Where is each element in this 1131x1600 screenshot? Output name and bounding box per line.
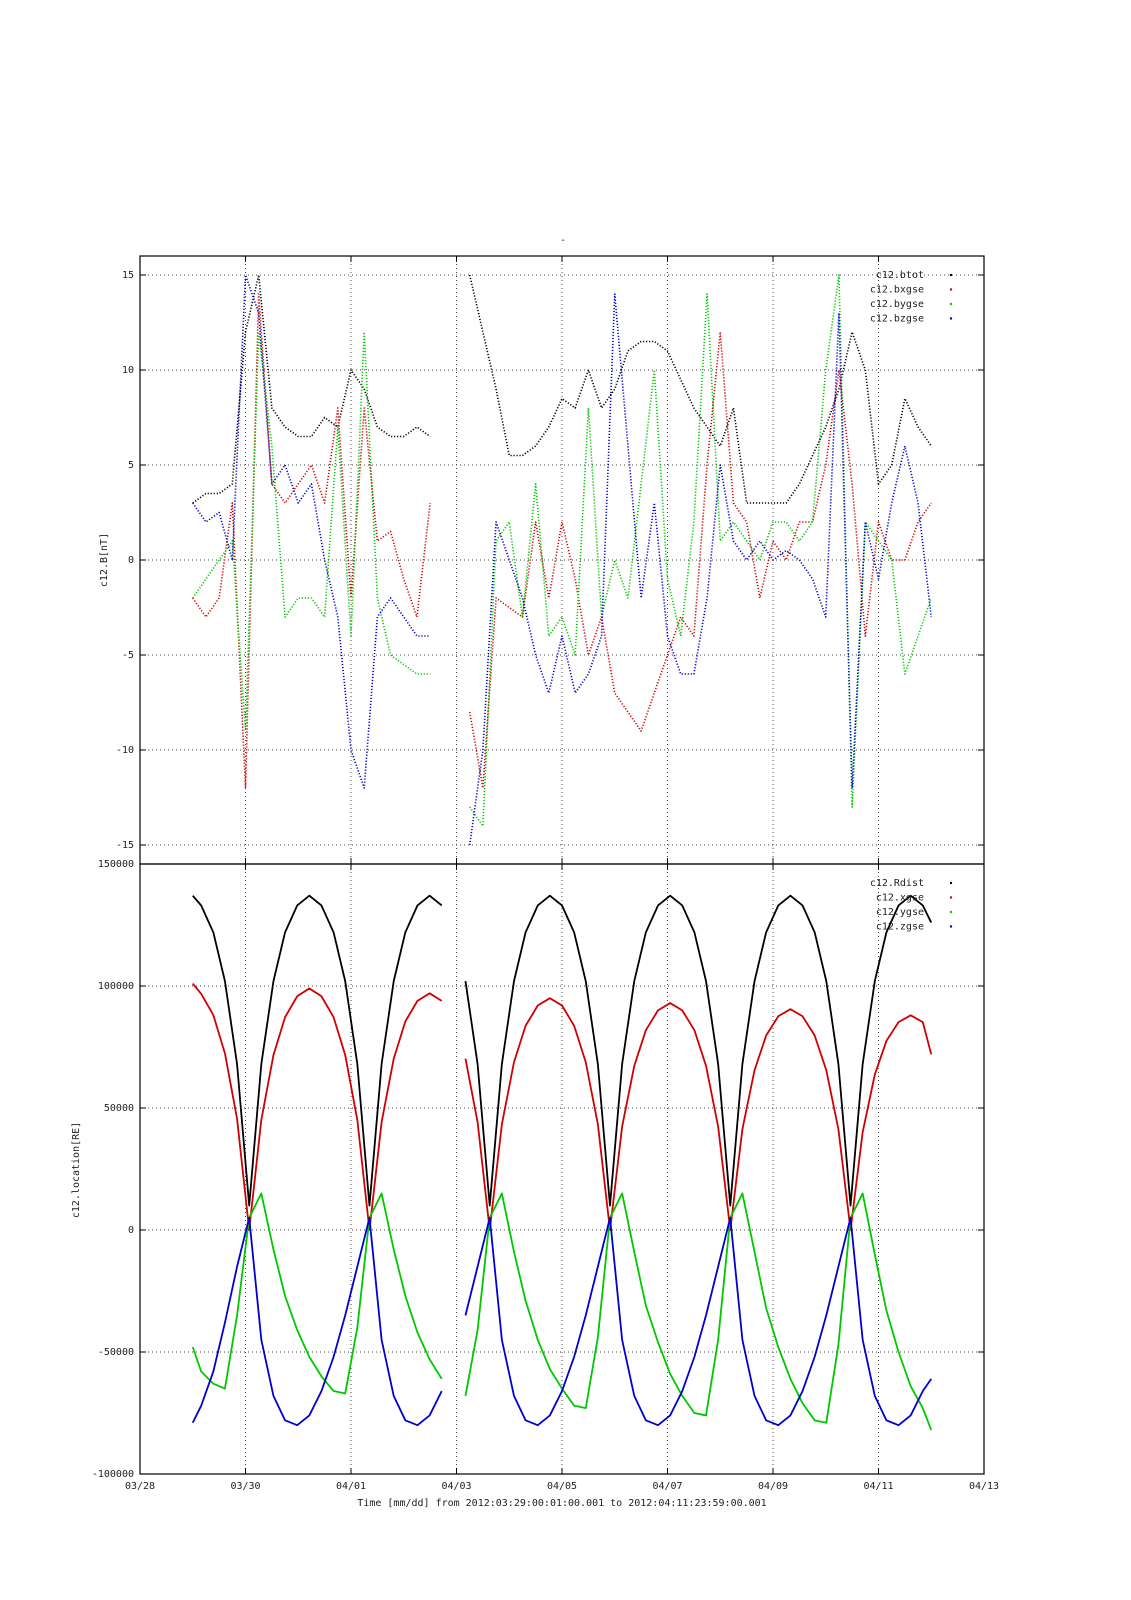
x-tick-label: 04/01 — [336, 1481, 366, 1492]
legend-label: c12.Rdist — [870, 878, 924, 889]
legend-label: c12.bxgse — [870, 285, 924, 296]
line-trace — [191, 1192, 933, 1431]
x-tick-label: 04/09 — [758, 1481, 788, 1492]
y-tick-label: 0 — [128, 1225, 134, 1236]
line-trace — [191, 1216, 932, 1427]
y-tick-label: -50000 — [98, 1347, 134, 1358]
legend-swatch — [949, 288, 953, 291]
legend-swatch — [949, 896, 953, 899]
legend-swatch — [949, 910, 953, 914]
y-tick-label: 50000 — [104, 1103, 134, 1114]
scatter-trace — [192, 293, 932, 789]
legend-swatch — [949, 317, 953, 320]
y-axis-label: c12.location[RE] — [71, 1122, 82, 1218]
y-tick-label: 10 — [122, 365, 134, 376]
y-tick-label: 0 — [128, 555, 134, 566]
x-tick-label: 03/28 — [125, 1481, 155, 1492]
x-tick-label: 04/03 — [441, 1481, 471, 1492]
y-tick-label: -5 — [122, 650, 134, 661]
y-tick-label: 15 — [122, 270, 134, 281]
legend-label: c12.bygse — [870, 299, 924, 310]
y-axis-label: c12.B[nT] — [99, 533, 110, 587]
legend-swatch — [949, 925, 953, 928]
legend-label: c12.bzgse — [870, 314, 924, 325]
x-axis-label: Time [mm/dd] from 2012:03:29:00:01:00.00… — [357, 1498, 766, 1509]
x-tick-label: 03/30 — [230, 1481, 260, 1492]
y-tick-label: 150000 — [98, 859, 134, 870]
x-tick-label: 04/11 — [863, 1481, 893, 1492]
y-tick-label: -10 — [116, 745, 134, 756]
x-tick-label: 04/13 — [969, 1481, 999, 1492]
legend-label: c12.ygse — [876, 907, 924, 918]
legend-label: c12.zgse — [876, 922, 924, 933]
line-trace — [192, 982, 933, 1231]
y-tick-label: 5 — [128, 460, 134, 471]
chart-title: - — [560, 235, 566, 246]
legend-label: c12.btot — [876, 270, 924, 281]
x-tick-label: 04/05 — [547, 1481, 577, 1492]
scatter-trace — [192, 274, 932, 504]
scatter-trace — [192, 274, 933, 846]
y-tick-label: -100000 — [92, 1469, 134, 1480]
legend-swatch — [949, 881, 953, 885]
legend-swatch — [949, 273, 953, 277]
plot-frame — [139, 863, 985, 1475]
scatter-trace — [192, 274, 933, 827]
y-tick-label: -15 — [116, 840, 134, 851]
legend-label: c12.xgse — [876, 893, 924, 904]
line-trace — [192, 894, 933, 1207]
x-tick-label: 04/07 — [652, 1481, 682, 1492]
legend-swatch — [949, 302, 953, 306]
y-tick-label: 100000 — [98, 981, 134, 992]
